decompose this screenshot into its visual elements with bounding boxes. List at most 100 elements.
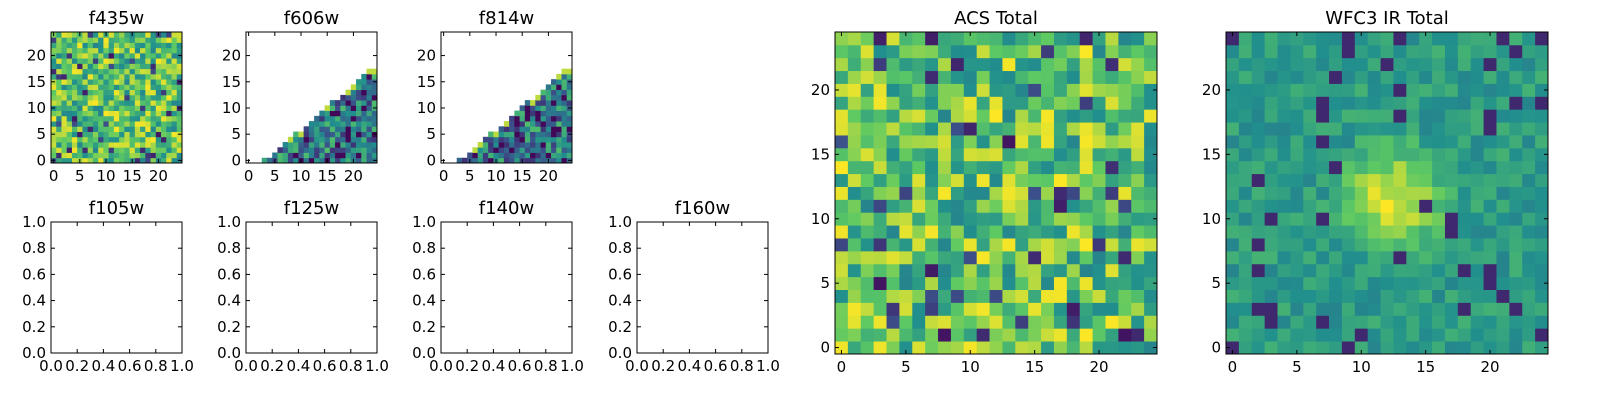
heatmap-cell [1053, 135, 1068, 149]
heatmap-cell [87, 110, 94, 117]
heatmap-cell [1419, 212, 1433, 226]
heatmap-cell [161, 42, 167, 49]
heatmap-cell [103, 73, 110, 80]
heatmap-cell [171, 63, 178, 70]
heatmap-cell [1092, 109, 1106, 123]
heatmap-cell [1367, 96, 1381, 110]
heatmap-cell [1316, 250, 1330, 265]
heatmap-cell [1041, 302, 1055, 316]
heatmap-cell [340, 126, 346, 132]
heatmap-cell [129, 100, 136, 106]
heatmap-cell [66, 84, 73, 91]
heatmap-cell [545, 115, 552, 122]
heatmap-cell [989, 199, 1003, 213]
heatmap-cell [1393, 289, 1407, 303]
heatmap-cell [860, 83, 875, 97]
heatmap-cell [1277, 186, 1291, 200]
heatmap-cell [176, 136, 183, 143]
heatmap-cell [1432, 109, 1446, 123]
heatmap-cell [519, 136, 526, 143]
heatmap-cell [1002, 96, 1016, 110]
heatmap-cell [1015, 238, 1029, 252]
heatmap-cell [545, 136, 552, 143]
heatmap-cell [1053, 122, 1068, 136]
heatmap-cell [1535, 83, 1549, 97]
x-tick-label: 0.0 [429, 357, 453, 375]
heatmap-cell [87, 63, 94, 70]
heatmap-cell [1303, 238, 1317, 252]
heatmap-cell [1380, 83, 1394, 97]
heatmap-cell [566, 152, 573, 159]
heatmap-cell [171, 73, 178, 80]
heatmap-cell [161, 147, 167, 153]
heatmap-cell [1118, 199, 1132, 213]
x-tick-label: 0 [49, 167, 59, 185]
heatmap-cell [1316, 109, 1330, 123]
heatmap-cell [176, 63, 183, 70]
heatmap-cell [134, 73, 141, 80]
heatmap-cell [1105, 44, 1119, 59]
y-tick-label: 0 [36, 151, 46, 169]
heatmap-cell [1483, 135, 1497, 149]
heatmap-cell [356, 157, 362, 164]
heatmap-cell [155, 63, 162, 70]
heatmap-cell [989, 186, 1003, 200]
heatmap-cell [498, 157, 505, 164]
heatmap-cell [886, 83, 900, 97]
heatmap-cell [535, 152, 541, 159]
heatmap-cell [1226, 122, 1240, 136]
heatmap-cell [1509, 186, 1523, 200]
heatmap-cell [1329, 328, 1343, 342]
heatmap-cell [1444, 186, 1459, 200]
heatmap-cell [161, 73, 167, 80]
heatmap-cell [1432, 173, 1446, 187]
heatmap-cell [1509, 32, 1523, 46]
heatmap-cell [1251, 302, 1266, 316]
heatmap-cell [1028, 186, 1042, 200]
heatmap-cell [134, 42, 141, 49]
heatmap-cell [340, 110, 346, 117]
heatmap-cell [1509, 238, 1523, 252]
heatmap-cell [103, 136, 110, 143]
heatmap-cell [1290, 96, 1304, 110]
heatmap-cell [155, 73, 162, 80]
heatmap-cell [1316, 225, 1330, 239]
heatmap-cell [166, 110, 172, 117]
heatmap-cell [71, 94, 78, 101]
heatmap-cell [298, 142, 305, 148]
heatmap-cell [1329, 263, 1343, 278]
heatmap-cell [1470, 263, 1484, 278]
heatmap-cell [87, 115, 94, 122]
heatmap-cell [1303, 212, 1317, 226]
heatmap-cell [1002, 109, 1016, 123]
heatmap-cell [976, 263, 990, 278]
heatmap-cell [1066, 225, 1081, 239]
heatmap-cell [303, 152, 310, 159]
heatmap-cell [938, 147, 952, 162]
heatmap-cell [1393, 225, 1407, 239]
heatmap-cell [1251, 160, 1266, 175]
heatmap-cell [1092, 147, 1106, 162]
heatmap-cell [1535, 263, 1549, 278]
heatmap-cell [1092, 289, 1106, 303]
heatmap-cell [925, 225, 939, 239]
heatmap-cell [166, 94, 172, 101]
heatmap-cell [71, 126, 78, 132]
heatmap-cell [540, 115, 547, 122]
heatmap-cell [1303, 44, 1317, 59]
heatmap-cell [989, 109, 1003, 123]
heatmap-cell [314, 126, 320, 132]
heatmap-cell [524, 136, 531, 143]
heatmap-cell [1354, 263, 1369, 278]
heatmap-cell [1419, 57, 1433, 72]
heatmap-cell [912, 341, 926, 355]
axes-frame [50, 221, 183, 354]
heatmap-cell [1251, 263, 1266, 278]
heatmap-cell [66, 142, 73, 148]
heatmap-cell [1522, 109, 1536, 123]
heatmap-cell [124, 142, 130, 148]
heatmap-cell [71, 121, 78, 127]
heatmap-cell [1367, 199, 1381, 213]
heatmap-cell [77, 142, 83, 148]
heatmap-cell [293, 147, 299, 153]
